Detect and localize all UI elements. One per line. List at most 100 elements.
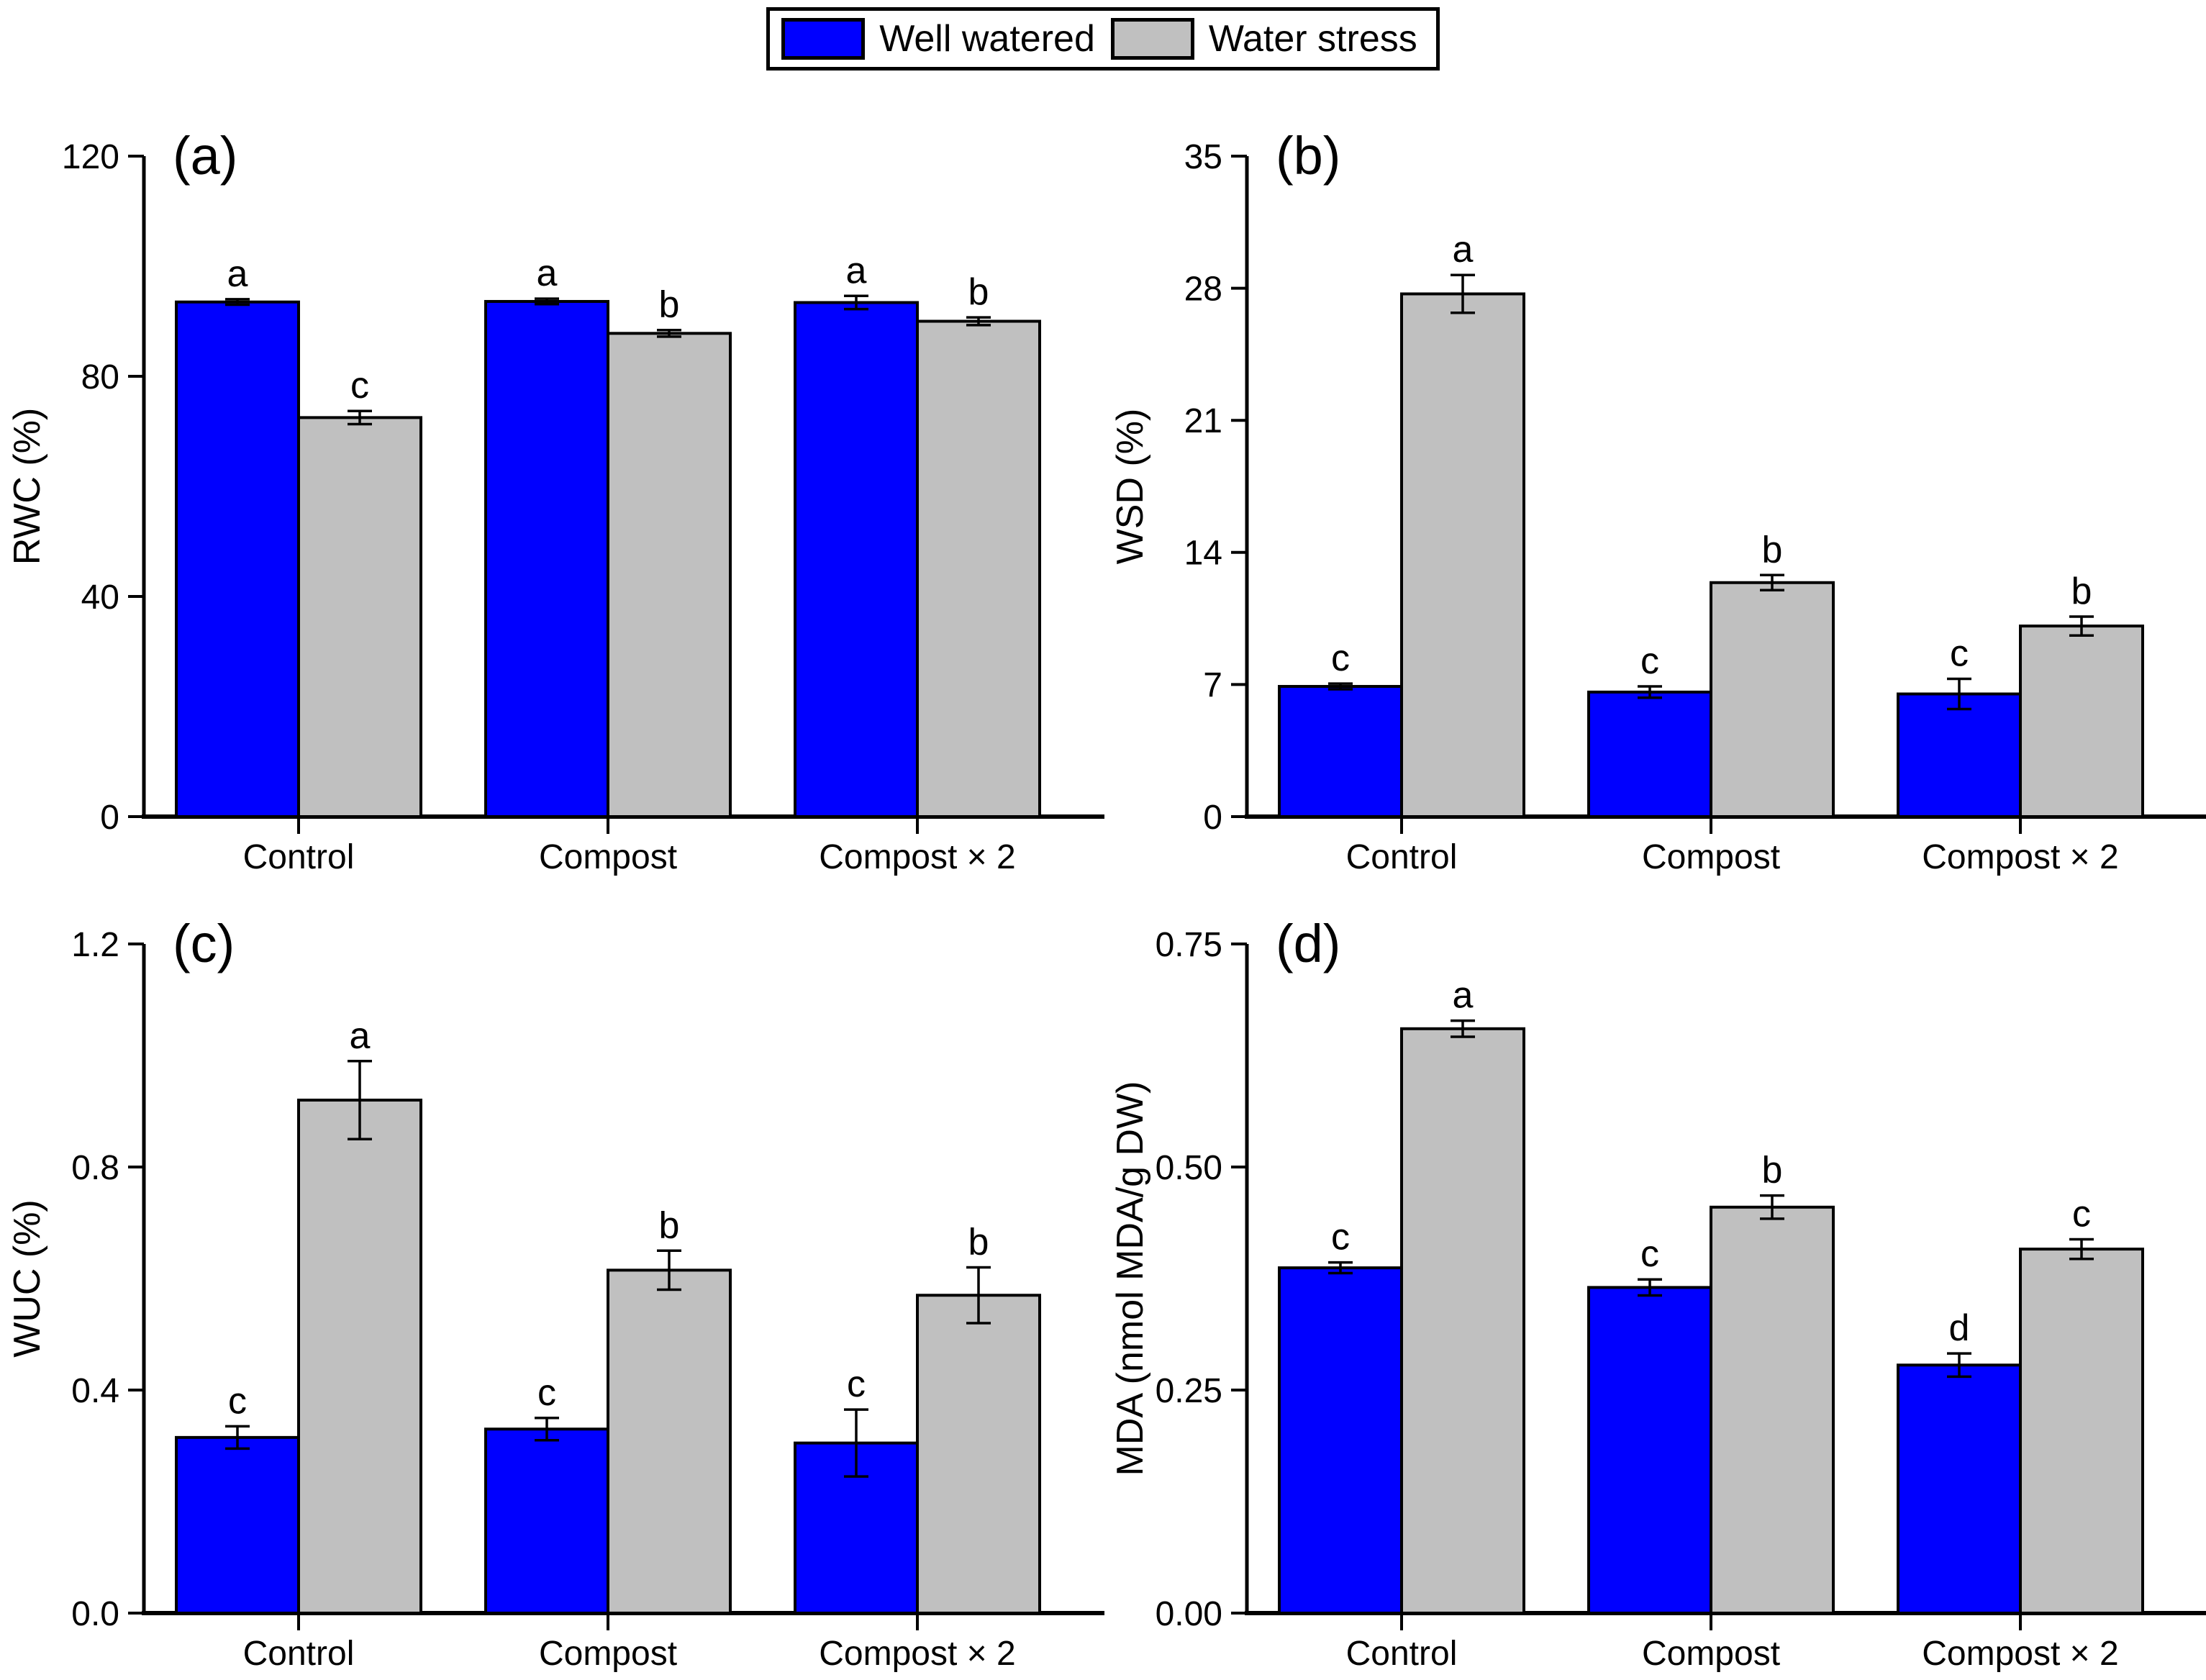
sig-letter-water-stress-control: a (1453, 229, 1474, 271)
x-category-label-compost-2: Compost × 2 (1922, 838, 2118, 876)
legend: Well watered Water stress (0, 0, 2206, 81)
bar-well-watered-control (1278, 1266, 1403, 1615)
bar-water-stress-compost (1710, 1205, 1835, 1615)
bar-water-stress-control (1400, 292, 1525, 818)
panel-letter: (a) (173, 126, 237, 186)
bar-well-watered-compost-2 (1897, 1363, 2022, 1615)
sig-letter-water-stress-control: c (350, 365, 369, 407)
y-axis-label: RWC (%) (6, 408, 48, 566)
bar-well-watered-control (1278, 685, 1403, 818)
y-tick-label: 0.00 (1156, 1595, 1222, 1633)
sig-letter-well-watered-compost-2: a (846, 250, 867, 291)
sig-letter-well-watered-compost: c (1640, 1233, 1659, 1275)
bar-water-stress-control (1400, 1027, 1525, 1615)
y-tick-label: 0 (100, 799, 119, 837)
y-tick-label: 0.4 (71, 1372, 119, 1410)
sig-letter-water-stress-compost: b (659, 1204, 680, 1246)
bar-well-watered-compost (1587, 1286, 1712, 1615)
y-axis-label: WUC (%) (6, 1199, 48, 1358)
y-tick-label: 7 (1203, 666, 1222, 704)
x-category-label-compost: Compost (539, 1635, 677, 1673)
legend-item-well-watered: Well watered (781, 18, 1095, 60)
y-tick-label: 14 (1184, 535, 1222, 573)
chart-panel-b: 0 7 14 21 28 35 WSD (%) (b) Control c a Compost c b Co… (1109, 126, 2206, 876)
legend-box: Well watered Water stress (766, 7, 1440, 71)
bar-well-watered-compost (1587, 690, 1712, 818)
sig-letter-water-stress-compost-2: c (2072, 1193, 2091, 1235)
bar-water-stress-compost-2 (2019, 1248, 2144, 1615)
panel-d: 0.00 0.25 0.50 0.75 MDA (nmol MDA/g DW) (d) Co… (1103, 865, 2206, 1680)
y-tick-label: 35 (1184, 138, 1222, 176)
legend-label-well-watered: Well watered (879, 18, 1095, 60)
sig-letter-well-watered-compost: a (537, 253, 558, 294)
bar-water-stress-compost (607, 1268, 732, 1615)
bar-well-watered-control (175, 1435, 300, 1615)
bar-water-stress-compost (1710, 581, 1835, 818)
panel-b: 0 7 14 21 28 35 WSD (%) (b) Control c a Compost c b Co… (1103, 81, 2206, 876)
y-tick-label: 40 (81, 578, 119, 617)
x-category-label-control: Control (243, 1635, 355, 1673)
sig-letter-well-watered-control: c (1331, 1217, 1350, 1258)
sig-letter-water-stress-control: a (1453, 975, 1474, 1017)
y-tick-label: 28 (1184, 270, 1222, 308)
y-tick-label: 0.50 (1156, 1149, 1222, 1187)
bar-water-stress-control (297, 416, 422, 818)
bar-well-watered-compost-2 (794, 301, 919, 818)
panel-letter: (d) (1276, 914, 1340, 973)
sig-letter-water-stress-compost: b (1762, 1150, 1783, 1191)
sig-letter-well-watered-compost-2: c (1950, 633, 1969, 675)
sig-letter-well-watered-control: a (227, 253, 248, 295)
x-category-label-compost-2: Compost × 2 (1922, 1635, 2118, 1673)
sig-letter-water-stress-control: a (350, 1015, 371, 1057)
legend-label-water-stress: Water stress (1208, 18, 1417, 60)
x-category-label-compost: Compost (539, 838, 677, 876)
y-axis-label: MDA (nmol MDA/g DW) (1109, 1081, 1151, 1476)
sig-letter-well-watered-compost: c (537, 1372, 556, 1414)
bar-well-watered-control (175, 300, 300, 819)
sig-letter-well-watered-compost-2: c (847, 1363, 866, 1405)
chart-panel-d: 0.00 0.25 0.50 0.75 MDA (nmol MDA/g DW) (d) Co… (1109, 914, 2206, 1673)
y-tick-label: 0.0 (71, 1595, 119, 1633)
sig-letter-water-stress-compost: b (659, 284, 680, 326)
x-category-label-compost-2: Compost × 2 (819, 1635, 1015, 1673)
sig-letter-well-watered-control: c (1331, 637, 1350, 679)
well-watered-swatch-icon (781, 18, 866, 60)
sig-letter-water-stress-compost-2: b (2071, 571, 2092, 612)
y-tick-label: 80 (81, 358, 119, 396)
y-axis-label: WSD (%) (1109, 409, 1151, 565)
panel-letter: (b) (1276, 126, 1340, 186)
water-stress-swatch-icon (1110, 18, 1194, 60)
bar-water-stress-compost-2 (916, 319, 1041, 818)
x-category-label-control: Control (1346, 1635, 1458, 1673)
sig-letter-water-stress-compost-2: b (968, 1222, 989, 1263)
y-tick-label: 0.75 (1156, 926, 1222, 964)
sig-letter-water-stress-compost-2: b (968, 271, 989, 313)
x-category-label-control: Control (243, 838, 355, 876)
y-tick-label: 21 (1184, 402, 1222, 440)
bar-water-stress-control (297, 1099, 422, 1615)
panels-grid: 0 40 80 120 RWC (%) (a) Control a c Compost a b Comp… (0, 81, 2206, 1680)
bar-water-stress-compost-2 (916, 1294, 1041, 1615)
panel-c: 0.0 0.4 0.8 1.2 WUC (%) (c) Control c a Compost c b… (0, 865, 1104, 1680)
y-tick-label: 120 (62, 138, 119, 176)
sig-letter-well-watered-compost: c (1640, 640, 1659, 682)
chart-panel-a: 0 40 80 120 RWC (%) (a) Control a c Compost a b Comp… (6, 126, 1104, 876)
x-category-label-control: Control (1346, 838, 1458, 876)
x-category-label-compost: Compost (1642, 838, 1780, 876)
bar-well-watered-compost-2 (1897, 692, 2022, 818)
y-tick-label: 0.8 (71, 1149, 119, 1187)
bar-water-stress-compost-2 (2019, 625, 2144, 818)
y-tick-label: 1.2 (71, 926, 119, 964)
x-category-label-compost-2: Compost × 2 (819, 838, 1015, 876)
sig-letter-well-watered-control: c (228, 1380, 247, 1422)
bar-well-watered-compost (484, 299, 609, 818)
y-tick-label: 0.25 (1156, 1372, 1222, 1410)
bar-water-stress-compost (607, 332, 732, 818)
bar-well-watered-compost (484, 1427, 609, 1615)
legend-item-water-stress: Water stress (1110, 18, 1417, 60)
y-tick-label: 0 (1203, 799, 1222, 837)
panel-a: 0 40 80 120 RWC (%) (a) Control a c Compost a b Comp… (0, 81, 1104, 876)
sig-letter-water-stress-compost: b (1762, 529, 1783, 571)
x-category-label-compost: Compost (1642, 1635, 1780, 1673)
